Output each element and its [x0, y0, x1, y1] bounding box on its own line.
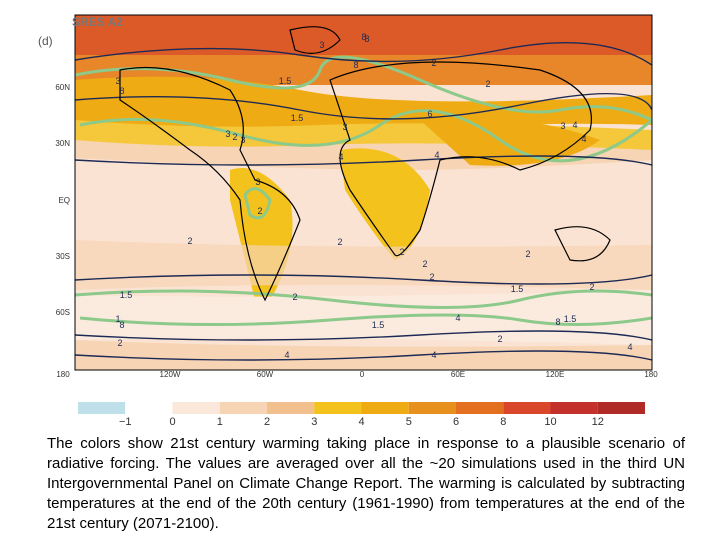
colorbar-label: 8: [500, 416, 506, 428]
colorbar-box: [503, 402, 551, 414]
colorbar-label: −1: [119, 416, 132, 428]
contour-label: 2: [232, 132, 237, 142]
lat-label: EQ: [58, 196, 70, 205]
contour-label: 1.5: [279, 76, 292, 86]
contour-label: 3: [342, 122, 347, 132]
contour-label: 2: [497, 334, 502, 344]
lat-label: 60S: [56, 308, 70, 317]
contour-label: 1.5: [372, 320, 385, 330]
lat-label: 30S: [56, 252, 70, 261]
colorbar-label: 12: [592, 416, 604, 428]
colorbar-box: [456, 402, 504, 414]
colorbar-box: [267, 402, 315, 414]
contour-label: 4: [572, 120, 577, 130]
contour-label: 6: [427, 109, 432, 119]
contour-label: 2: [292, 292, 297, 302]
contour-label: 8: [353, 60, 358, 70]
contour-label: 2: [589, 282, 594, 292]
colorbar-label: 10: [544, 416, 556, 428]
colorbar-box: [550, 402, 598, 414]
contour-label: 2: [117, 338, 122, 348]
lon-label: 60E: [451, 370, 465, 379]
colorbar-box: [78, 402, 126, 414]
lon-label: 60W: [257, 370, 274, 379]
contour-label: 2: [422, 259, 427, 269]
contour-label: 4: [434, 150, 439, 160]
colorbar-label: 5: [406, 416, 412, 428]
contour-label: 3: [240, 135, 245, 145]
contour-label: 3: [560, 121, 565, 131]
contour-label: 3: [255, 177, 260, 187]
lon-label: 180: [644, 370, 658, 379]
lon-label: 180: [56, 370, 70, 379]
contour-label: 3: [319, 40, 324, 50]
colorbar-label: 3: [311, 416, 317, 428]
contour-label: 1.5: [120, 290, 133, 300]
contour-label: 2: [485, 79, 490, 89]
contour-label: 2: [257, 206, 262, 216]
colorbar-box: [172, 402, 220, 414]
contour-label: 2: [431, 58, 436, 68]
contour-label: 2: [337, 237, 342, 247]
contour-label: 8: [119, 86, 124, 96]
colorbar-label: 4: [358, 416, 364, 428]
colorbar-label: 6: [453, 416, 459, 428]
lat-label: 30N: [55, 139, 70, 148]
caption: The colors show 21st century warming tak…: [47, 435, 685, 532]
contour-label: 2: [525, 249, 530, 259]
contour-label: 4: [455, 313, 460, 323]
contour-label: 8: [361, 32, 366, 42]
colorbar-box: [219, 402, 267, 414]
colorbar-box: [361, 402, 409, 414]
map-field: [75, 15, 652, 370]
contour-label: 1: [115, 314, 120, 324]
lat-label: 60N: [55, 83, 70, 92]
contour-label: 3: [225, 129, 230, 139]
contour-label: 1.5: [291, 113, 304, 123]
colorbar-label: 2: [264, 416, 270, 428]
colorbar-box: [125, 402, 173, 414]
contour-label: 8: [119, 320, 124, 330]
map-title: SRES A2: [72, 15, 123, 29]
colorbar-box: [314, 402, 362, 414]
contour-label: 1.5: [511, 284, 524, 294]
colorbar-box: [597, 402, 645, 414]
colorbar-label: 0: [169, 416, 175, 428]
contour-label: 4: [431, 350, 436, 360]
contour-label: 4: [581, 134, 586, 144]
contour-label: 8: [364, 34, 369, 44]
lon-label: 120E: [546, 370, 565, 379]
contour-label: 3: [115, 76, 120, 86]
colorbar-box: [408, 402, 456, 414]
contour-label: 4: [338, 152, 343, 162]
lon-label: 0: [360, 370, 365, 379]
panel-label: (d): [38, 34, 53, 48]
lon-label: 120W: [160, 370, 181, 379]
contour-label: 2: [187, 236, 192, 246]
contour-label: 8: [555, 317, 560, 327]
contour-label: 2: [399, 247, 404, 257]
contour-label: 2: [429, 272, 434, 282]
contour-label: 4: [284, 350, 289, 360]
map-frame: [74, 14, 653, 371]
contour-label: 4: [627, 342, 632, 352]
colorbar-label: 1: [217, 416, 223, 428]
contour-label: 1.5: [564, 314, 577, 324]
